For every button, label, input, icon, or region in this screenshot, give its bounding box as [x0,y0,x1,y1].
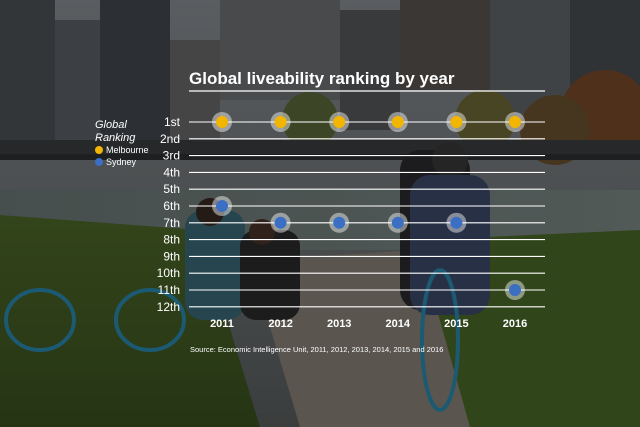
point-melbourne-2011 [216,116,228,128]
point-sydney-2015 [450,216,463,229]
chart-title: Global liveability ranking by year [189,69,455,88]
y-tick-label: 9th [163,249,180,263]
point-sydney-2011 [216,200,228,212]
legend-title-line-2: Ranking [95,132,136,144]
point-melbourne-2013 [333,116,346,128]
y-tick-label: 5th [163,182,180,196]
x-tick-label: 2014 [386,318,411,330]
legend-marker-melbourne [95,146,103,154]
point-melbourne-2012 [274,116,287,128]
y-tick-label: 8th [163,233,180,247]
x-tick-label: 2013 [327,318,351,330]
x-tick-label: 2012 [268,318,292,330]
data-points [212,112,525,300]
x-tick-label: 2011 [210,318,234,330]
y-axis-ticks: 1st 2nd 3rd 4th 5th 6th 7th 8th 9th 10th 11th 12th [157,115,181,314]
x-axis-ticks: 2011 2012 2013 2014 2015 2016 [210,318,527,330]
point-sydney-2014 [391,216,404,229]
y-tick-label: 1st [164,115,181,129]
legend: Global Ranking Melbourne Sydney [95,119,149,167]
y-tick-label: 4th [163,165,180,179]
point-melbourne-2015 [450,116,463,128]
point-melbourne-2014 [391,116,404,128]
y-tick-label: 7th [163,216,180,230]
point-melbourne-2016 [509,116,521,128]
grid [189,121,545,308]
y-tick-label: 6th [163,199,180,213]
y-tick-label: 12th [157,300,180,314]
legend-label-sydney: Sydney [106,157,137,167]
y-tick-label: 2nd [160,132,180,146]
y-tick-label: 3rd [163,149,180,163]
source-note: Source: Economic Intelligence Unit, 2011… [190,345,443,354]
legend-marker-sydney [95,158,103,166]
point-sydney-2016 [509,284,521,296]
y-tick-label: 10th [157,266,180,280]
x-tick-label: 2016 [503,318,527,330]
y-tick-label: 11th [158,283,180,297]
point-sydney-2013 [333,216,346,229]
legend-label-melbourne: Melbourne [106,145,149,155]
legend-title-line-1: Global [95,119,127,131]
x-tick-label: 2015 [444,318,468,330]
point-sydney-2012 [274,216,287,229]
